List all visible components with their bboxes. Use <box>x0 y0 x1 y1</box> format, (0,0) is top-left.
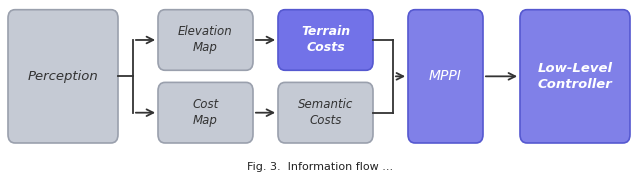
Text: Terrain
Costs: Terrain Costs <box>301 25 350 54</box>
FancyBboxPatch shape <box>8 10 118 143</box>
Text: Perception: Perception <box>28 70 99 83</box>
Text: Low-Level
Controller: Low-Level Controller <box>538 62 612 91</box>
FancyBboxPatch shape <box>158 82 253 143</box>
FancyBboxPatch shape <box>520 10 630 143</box>
Text: Cost
Map: Cost Map <box>193 98 219 127</box>
Text: Semantic
Costs: Semantic Costs <box>298 98 353 127</box>
FancyBboxPatch shape <box>278 82 373 143</box>
FancyBboxPatch shape <box>408 10 483 143</box>
Text: Fig. 3.  Information flow ...: Fig. 3. Information flow ... <box>247 162 393 172</box>
FancyBboxPatch shape <box>278 10 373 70</box>
Text: Elevation
Map: Elevation Map <box>178 25 233 54</box>
Text: MPPI: MPPI <box>429 69 462 83</box>
FancyBboxPatch shape <box>158 10 253 70</box>
